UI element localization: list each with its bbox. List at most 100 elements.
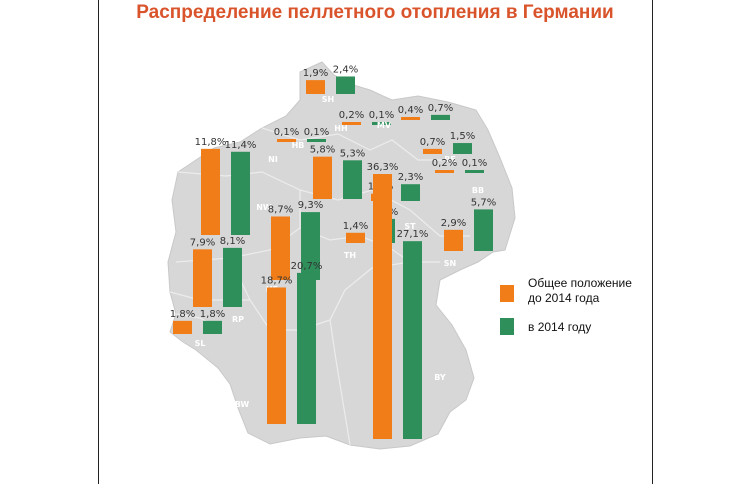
- bars-layer: 1,9% 2,4% SH 0,2% 0,1% HH 0,1% 0,1% HB 0,4% 0,7% MV…: [170, 64, 496, 439]
- value-label-mv-before-2014: 0,4%: [398, 105, 423, 116]
- legend-label-before-2014-line2: до 2014 года: [528, 291, 600, 305]
- value-label-be-before-2014: 0,7%: [420, 137, 445, 148]
- region-code-by: BY: [434, 373, 446, 382]
- value-label-sh-before-2014: 1,9%: [303, 68, 328, 79]
- bar-sh-2014: [336, 76, 355, 94]
- region-sh: 1,9% 2,4% SH: [303, 64, 358, 104]
- bar-nw-before-2014: [201, 148, 220, 235]
- bar-rp-before-2014: [193, 249, 212, 307]
- region-code-sh: SH: [322, 95, 334, 104]
- bar-sh-before-2014: [306, 80, 325, 94]
- value-label-sh-2014: 2,4%: [333, 64, 358, 75]
- value-label-mv-2014: 0,7%: [428, 103, 453, 114]
- bar-rp-2014: [223, 247, 242, 307]
- region-nw: 11,8%11,4% NW: [195, 137, 272, 235]
- value-label-ni-2014: 5,3%: [340, 148, 365, 159]
- region-code-be: BE: [444, 155, 456, 164]
- bar-nw-2014: [231, 151, 250, 235]
- region-he: 8,7%9,3%HE: [266, 200, 323, 294]
- region-by: 36,3% 27,1% BY: [367, 162, 446, 439]
- region-ni: 5,8% 5,3% NI: [268, 145, 365, 199]
- bar-bb-2014: [465, 170, 484, 173]
- bar-by-before-2014: [373, 174, 392, 439]
- bar-he-2014: [301, 212, 320, 280]
- legend-swatch-before-2014: [500, 285, 514, 302]
- value-label-hh-before-2014: 0,2%: [339, 110, 364, 121]
- legend-swatch-2014: [500, 318, 514, 335]
- value-label-nw-before-2014: 11,8%: [195, 137, 227, 148]
- value-label-rp-2014: 8,1%: [220, 236, 245, 247]
- region-code-th: TH: [344, 251, 356, 260]
- value-label-bw-before-2014: 18,7%: [261, 275, 293, 286]
- value-label-st-2014: 2,3%: [398, 172, 423, 183]
- region-be: 0,7% 1,5% BE: [420, 131, 475, 164]
- value-label-bb-2014: 0,1%: [462, 158, 487, 169]
- region-bb: 0,2% 0,1% BB: [432, 158, 487, 195]
- region-sl: 1,8% 1,8% SL: [170, 309, 225, 348]
- region-mv: 0,4% 0,7% MV: [377, 103, 453, 130]
- region-code-hh: HH: [334, 124, 347, 133]
- bar-sn-before-2014: [444, 229, 463, 251]
- region-hh: 0,2% 0,1% HH: [334, 110, 394, 133]
- bar-he-before-2014: [271, 216, 290, 280]
- bar-sl-2014: [203, 320, 222, 334]
- value-label-by-2014: 27,1%: [397, 229, 429, 240]
- value-label-sn-before-2014: 2,9%: [441, 218, 466, 229]
- value-label-nw-2014: 11,4%: [225, 140, 257, 151]
- bar-th-before-2014: [346, 232, 365, 243]
- region-code-nw: NW: [256, 203, 272, 212]
- region-code-bw: BW: [235, 400, 250, 409]
- bar-be-2014: [453, 143, 472, 154]
- bar-sl-before-2014: [173, 320, 192, 334]
- bar-bb-before-2014: [435, 170, 454, 173]
- region-code-mv: MV: [377, 121, 392, 130]
- value-label-be-2014: 1,5%: [450, 131, 475, 142]
- bar-hb-2014: [307, 139, 326, 142]
- region-code-bb: BB: [472, 186, 484, 195]
- bar-hh-2014: [372, 122, 391, 125]
- legend-label-2014: в 2014 году: [528, 320, 591, 334]
- legend: Общее положение до 2014 года в 2014 году: [500, 276, 632, 335]
- value-label-by-before-2014: 36,3%: [367, 162, 399, 173]
- bar-mv-2014: [431, 114, 450, 120]
- region-code-ni: NI: [268, 155, 278, 164]
- bar-be-before-2014: [423, 148, 442, 154]
- region-code-hb: HB: [292, 141, 305, 150]
- chart-title: Распределение пеллетного отопления в Гер…: [136, 2, 614, 23]
- value-label-bw-2014: 20,7%: [291, 261, 323, 272]
- legend-label-before-2014-line1: Общее положение: [528, 276, 632, 290]
- bar-ni-2014: [343, 160, 362, 199]
- region-hb: 0,1% 0,1% HB: [274, 127, 329, 150]
- value-label-he-2014: 9,3%: [298, 200, 323, 211]
- value-label-sl-2014: 1,8%: [200, 309, 225, 320]
- region-code-rp: RP: [232, 315, 244, 324]
- germany-map: [167, 61, 516, 450]
- value-label-he-before-2014: 8,7%: [268, 204, 293, 215]
- region-sn: 2,9% 5,7% SN: [441, 197, 496, 268]
- region-rp: 7,9% 8,1% RP: [190, 236, 245, 324]
- bar-bw-before-2014: [267, 287, 286, 424]
- value-label-hb-2014: 0,1%: [304, 127, 329, 138]
- bar-by-2014: [403, 241, 422, 439]
- bar-st-2014: [401, 184, 420, 201]
- right-border-line: [652, 0, 653, 484]
- bar-sn-2014: [474, 209, 493, 251]
- value-label-rp-before-2014: 7,9%: [190, 237, 215, 248]
- value-label-sn-2014: 5,7%: [471, 197, 496, 208]
- region-code-sl: SL: [195, 339, 206, 348]
- value-label-th-before-2014: 1,4%: [343, 221, 368, 232]
- bar-mv-before-2014: [401, 117, 420, 120]
- region-code-sn: SN: [444, 259, 456, 268]
- bar-ni-before-2014: [313, 156, 332, 199]
- value-label-sl-before-2014: 1,8%: [170, 309, 195, 320]
- value-label-ni-before-2014: 5,8%: [310, 145, 335, 156]
- bar-bw-2014: [297, 272, 316, 424]
- region-bw: 18,7% 20,7% BW: [235, 261, 323, 424]
- bar-hh-before-2014: [342, 122, 361, 125]
- value-label-bb-before-2014: 0,2%: [432, 158, 457, 169]
- left-border-line: [98, 0, 99, 484]
- value-label-hb-before-2014: 0,1%: [274, 127, 299, 138]
- bar-hb-before-2014: [277, 139, 296, 142]
